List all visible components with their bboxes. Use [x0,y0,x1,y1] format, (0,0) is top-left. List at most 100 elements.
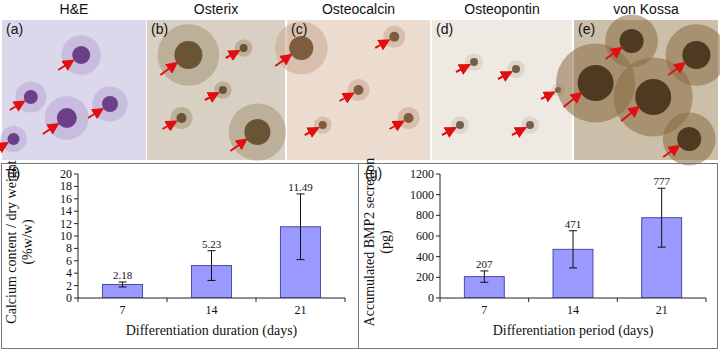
y-tick-label: 6 [66,254,72,268]
arrow [512,128,525,135]
stain-spot [319,121,327,129]
stain-spot [102,96,118,112]
data-label: 777 [653,175,670,187]
y-tick-label: 18 [60,179,72,193]
y-tick [74,223,78,224]
x-divider [78,298,79,302]
micrograph-panel: von Kossa (e) [556,1,720,165]
y-tick-label: 12 [60,217,72,231]
x-tick-label: 7 [481,303,487,317]
panel-divider [358,164,359,349]
y-tick [436,194,440,195]
data-label: 471 [565,218,582,230]
panel-label: (b) [151,21,168,37]
y-tick-label: 1000 [410,188,434,202]
arrow [668,63,684,75]
panel-label: (d) [436,21,453,37]
stain-spot [578,65,614,101]
panel-frame [2,164,718,349]
y-tick-label: 8 [66,241,72,255]
y-tick-label: 400 [416,250,434,264]
stain-halo [465,53,483,71]
micrograph-panel: Osteocalcin(c) [275,1,430,160]
arrow [564,93,581,107]
stain-halo [383,26,405,48]
x-axis-label: Differentiation duration (days) [126,323,298,339]
stain-halo [314,116,332,134]
marks [102,194,320,298]
stain-spot [8,133,20,145]
x-divider [617,298,618,302]
stain-halo [92,86,127,121]
stain-halo [666,24,720,86]
stain-spot [177,113,187,123]
error-bar [119,282,127,287]
stain-halo [45,96,89,140]
y-tick-label: 4 [66,266,72,280]
stain-halo [61,35,101,75]
x-tick-label: 14 [567,303,579,317]
x-divider [440,298,441,302]
arrow [10,102,24,111]
stain-spot [620,29,644,53]
stain-spot [512,65,520,73]
arrow [340,94,354,102]
y-axis [78,174,79,298]
bar-chart: (g)02004006008001000120020747177771421Di… [362,158,706,339]
marks [464,188,681,298]
y-axis-label: Calcium content / dry weight(%w/w) [4,160,36,323]
y-tick [436,236,440,237]
panel-title: von Kossa [613,1,679,17]
y-tick-label: 800 [416,208,434,222]
stain-spot [526,121,534,129]
panel-title: Osteocalcin [322,1,395,17]
arrow [230,140,246,152]
panel-label: (a) [6,21,23,37]
y-tick [436,174,440,175]
error-bar [297,194,305,260]
arrow [305,128,318,135]
y-tick [74,211,78,212]
y-tick [436,256,440,257]
stain-halo [398,107,420,129]
y-axis-label: Accumulated BMP2 secretion(pg) [362,158,394,327]
panel-title: Osteopontin [464,1,540,17]
stain-spot [24,90,38,104]
stain-spot [219,86,227,94]
y-tick-label: 2 [66,279,72,293]
y-tick [436,298,440,299]
x-axis [78,298,345,299]
error-bar [569,231,577,268]
y-tick [74,198,78,199]
arrow [663,146,679,157]
stain-spot [72,46,90,64]
stain-spot [470,58,478,66]
y-tick [74,298,78,299]
y-tick-label: 0 [428,291,434,305]
arrow [606,48,622,59]
y-tick-label: 200 [416,270,434,284]
stain-spot [240,44,248,52]
y-axis [440,174,441,298]
stain-halo [15,82,46,113]
y-tick-label: 0 [66,291,72,305]
x-divider [528,298,529,302]
arrow [541,93,554,100]
arrow [375,40,389,48]
arrow [58,61,73,71]
micrograph [432,20,572,160]
stain-halo [214,81,232,99]
stain-spot [57,108,77,128]
panel-label: (e) [578,21,595,37]
error-bar [208,251,216,281]
arrow [226,51,239,58]
stain-spot [682,41,710,69]
y-tick [436,215,440,216]
stain-halo [521,116,539,134]
y-tick [74,273,78,274]
stain-halo [348,79,370,101]
micrograph [147,20,285,160]
y-tick [74,174,78,175]
x-divider [256,298,257,302]
stain-halo [171,107,193,129]
